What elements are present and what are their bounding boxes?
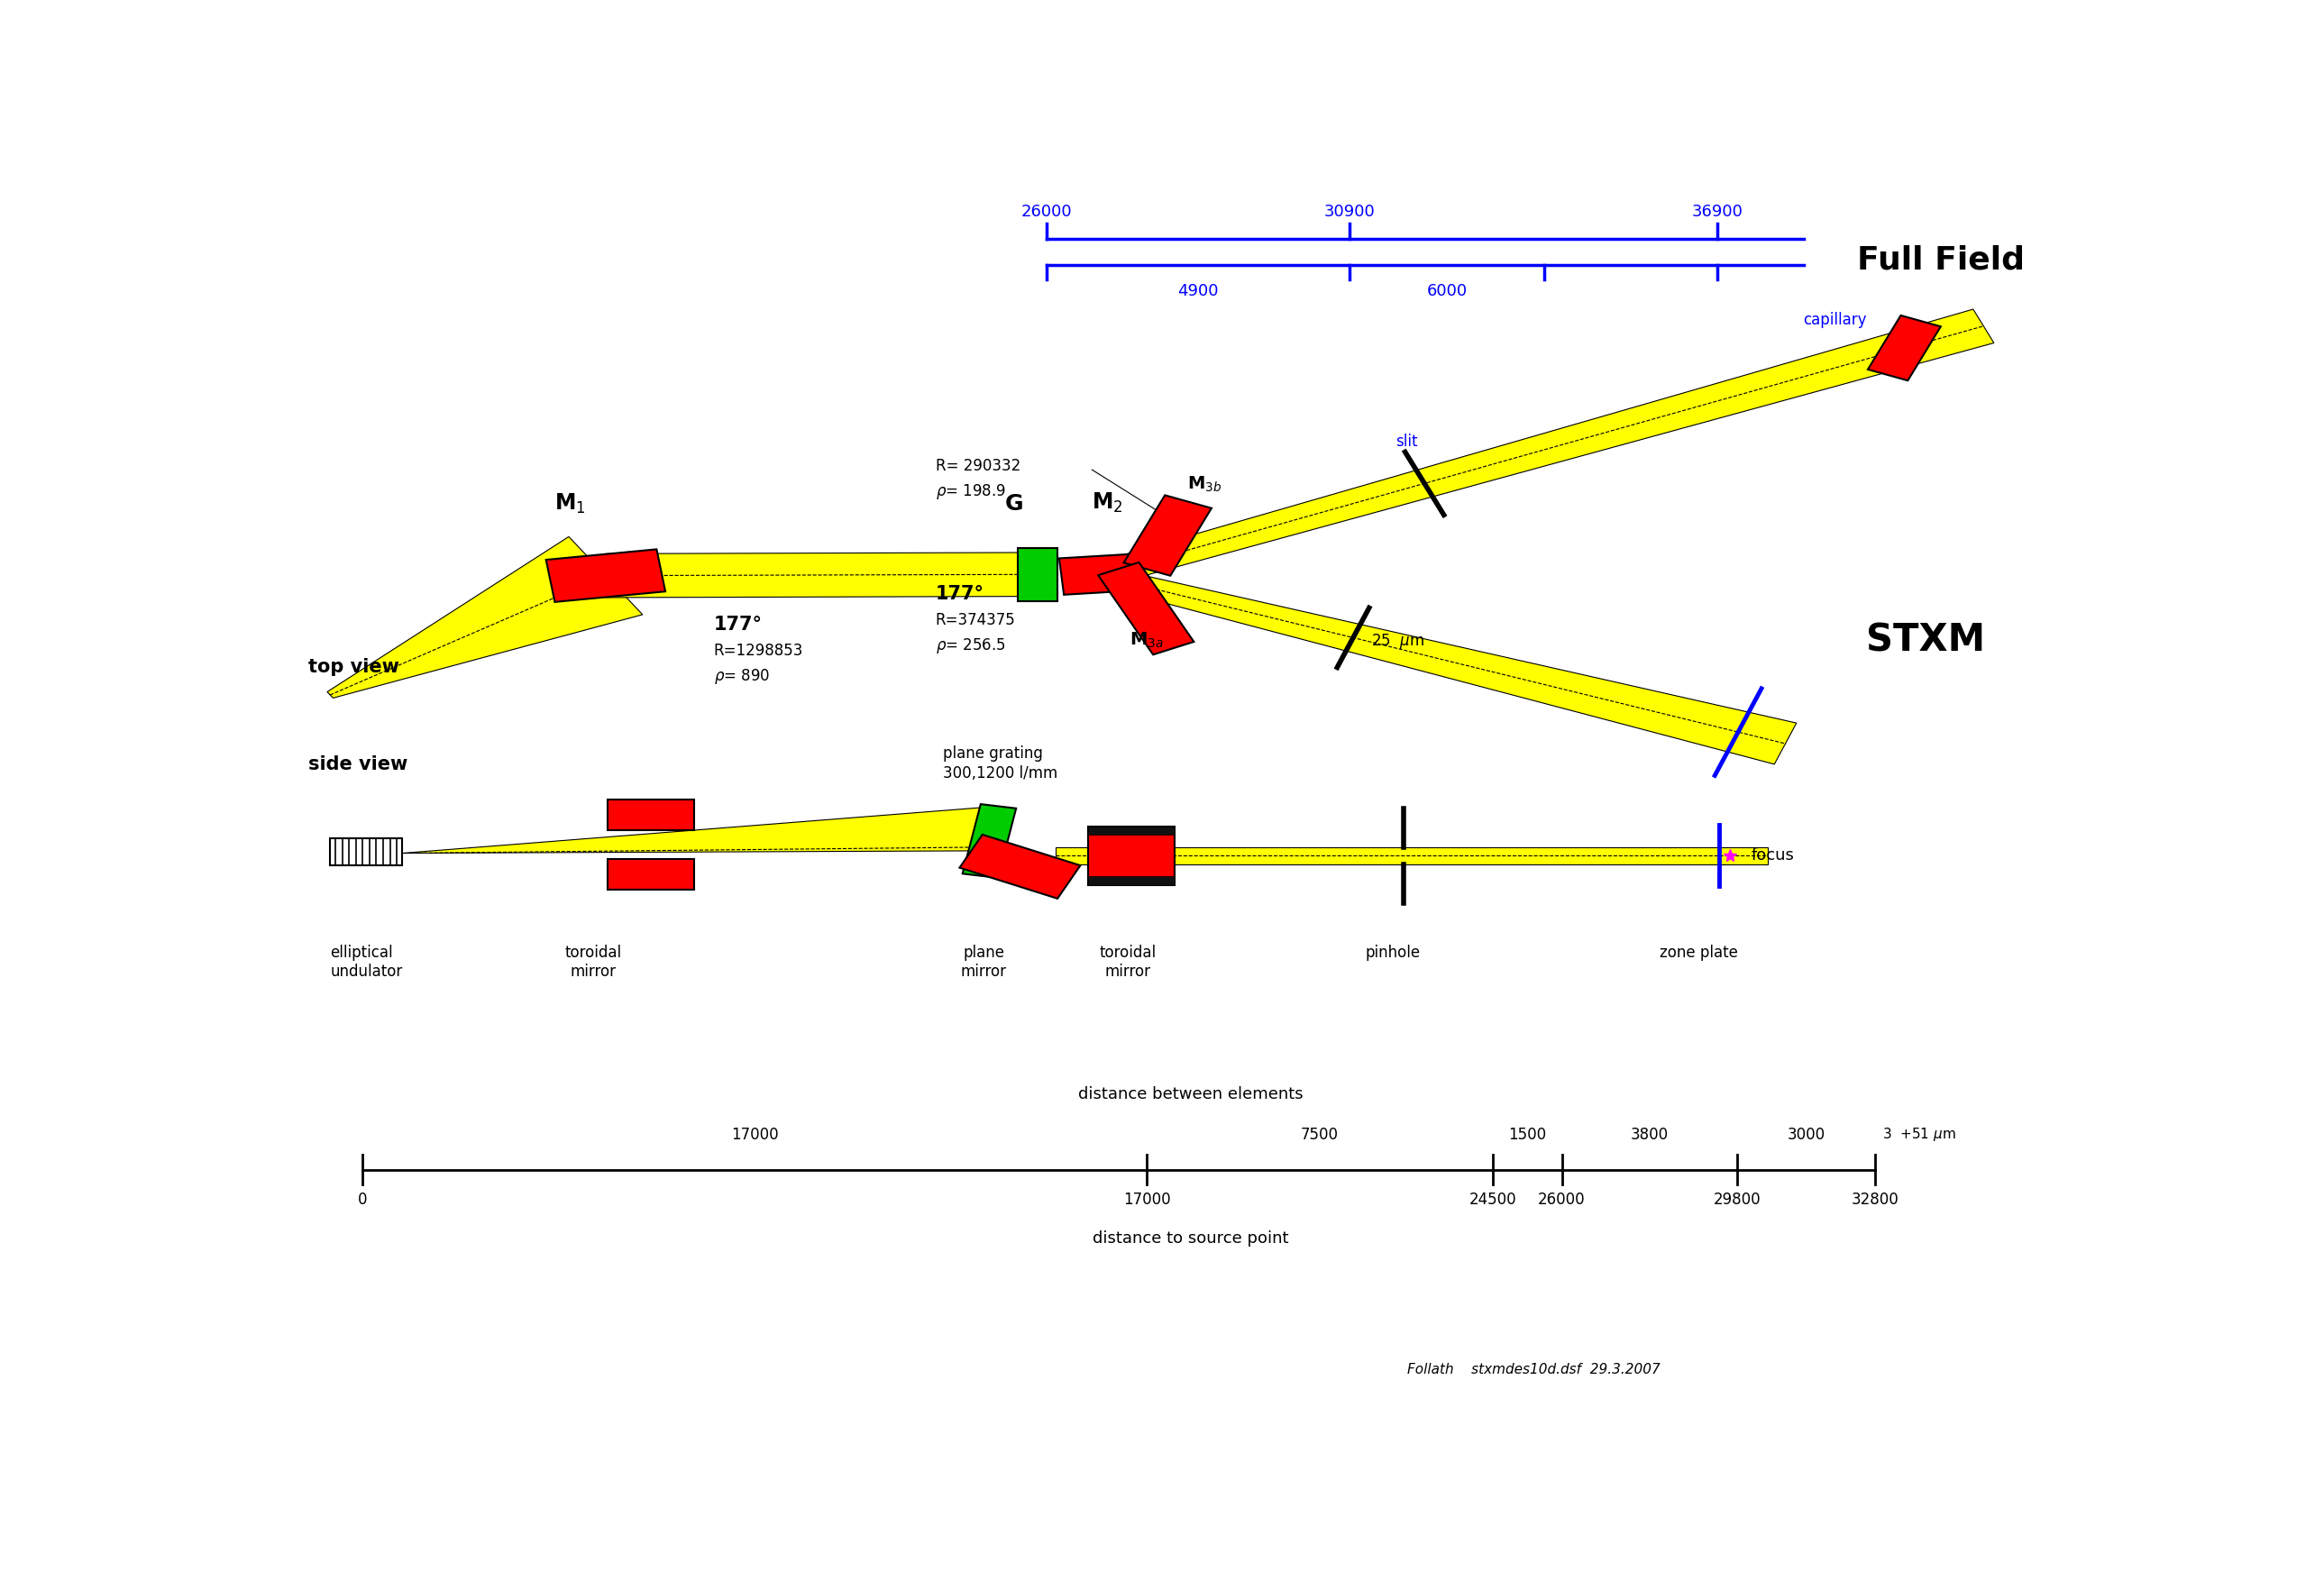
Polygon shape <box>1088 827 1176 885</box>
Polygon shape <box>1060 553 1136 594</box>
Text: 3800: 3800 <box>1631 1127 1669 1143</box>
Text: STXM: STXM <box>1866 621 1985 659</box>
Text: 24500: 24500 <box>1469 1192 1515 1208</box>
Text: R= 290332: R= 290332 <box>934 457 1020 474</box>
Polygon shape <box>960 835 1081 898</box>
Text: 300,1200 l/mm: 300,1200 l/mm <box>944 765 1057 781</box>
Polygon shape <box>1055 847 1769 865</box>
Text: plane grating: plane grating <box>944 746 1043 762</box>
Polygon shape <box>402 806 990 854</box>
Polygon shape <box>1868 315 1941 381</box>
Text: $\rho$= 256.5: $\rho$= 256.5 <box>934 637 1006 656</box>
Polygon shape <box>1125 495 1211 575</box>
Text: 177°: 177° <box>934 585 983 604</box>
Text: R=374375: R=374375 <box>934 612 1016 628</box>
Text: $\rho$= 198.9: $\rho$= 198.9 <box>934 482 1006 501</box>
Text: 26000: 26000 <box>1023 204 1071 220</box>
Text: 29800: 29800 <box>1713 1192 1762 1208</box>
Text: M$_2$: M$_2$ <box>1092 492 1122 515</box>
Text: 36900: 36900 <box>1692 204 1743 220</box>
Text: elliptical
undulator: elliptical undulator <box>330 944 402 980</box>
Text: G: G <box>1006 493 1025 515</box>
Text: 3  +51 $\mu$m: 3 +51 $\mu$m <box>1882 1126 1957 1143</box>
Polygon shape <box>1018 547 1057 601</box>
Text: Full Field: Full Field <box>1857 245 2024 275</box>
Text: M$_{3a}$: M$_{3a}$ <box>1129 631 1164 650</box>
Text: 0: 0 <box>358 1192 367 1208</box>
Text: distance between elements: distance between elements <box>1078 1086 1304 1104</box>
Text: 17000: 17000 <box>1122 1192 1171 1208</box>
Polygon shape <box>1088 827 1176 835</box>
Text: 177°: 177° <box>713 615 762 634</box>
Polygon shape <box>1099 563 1195 655</box>
Text: M$_{3b}$: M$_{3b}$ <box>1188 474 1222 493</box>
Text: 17000: 17000 <box>730 1127 779 1143</box>
Text: side view: side view <box>309 756 409 773</box>
Text: 25  $\mu$m: 25 $\mu$m <box>1371 631 1425 650</box>
Text: toroidal
mirror: toroidal mirror <box>565 944 621 980</box>
Text: zone plate: zone plate <box>1659 944 1738 961</box>
Text: 30900: 30900 <box>1325 204 1376 220</box>
Text: slit: slit <box>1394 433 1418 449</box>
Text: focus: focus <box>1752 847 1794 863</box>
Polygon shape <box>607 552 1039 598</box>
Polygon shape <box>328 536 644 697</box>
Text: 26000: 26000 <box>1538 1192 1585 1208</box>
Text: M$_1$: M$_1$ <box>553 492 586 515</box>
Polygon shape <box>962 805 1016 877</box>
Text: R=1298853: R=1298853 <box>713 642 804 659</box>
Text: 1500: 1500 <box>1508 1127 1545 1143</box>
Polygon shape <box>546 549 665 602</box>
Text: 32800: 32800 <box>1852 1192 1899 1208</box>
Text: capillary: capillary <box>1803 311 1866 327</box>
Text: 6000: 6000 <box>1427 283 1466 300</box>
Polygon shape <box>607 800 695 830</box>
Text: plane
mirror: plane mirror <box>960 944 1006 980</box>
Text: toroidal
mirror: toroidal mirror <box>1099 944 1157 980</box>
Text: pinhole: pinhole <box>1364 944 1420 961</box>
Text: Follath    stxmdes10d.dsf  29.3.2007: Follath stxmdes10d.dsf 29.3.2007 <box>1408 1363 1659 1377</box>
Polygon shape <box>1106 569 1796 764</box>
Text: top view: top view <box>309 658 400 677</box>
Text: 4900: 4900 <box>1178 283 1218 300</box>
Polygon shape <box>1104 310 1994 583</box>
Polygon shape <box>607 860 695 890</box>
Bar <box>330 838 402 865</box>
Text: $\rho$= 890: $\rho$= 890 <box>713 667 769 686</box>
Polygon shape <box>1088 876 1176 885</box>
Text: distance to source point: distance to source point <box>1092 1230 1290 1247</box>
Text: 3000: 3000 <box>1787 1127 1824 1143</box>
Text: 7500: 7500 <box>1301 1127 1339 1143</box>
